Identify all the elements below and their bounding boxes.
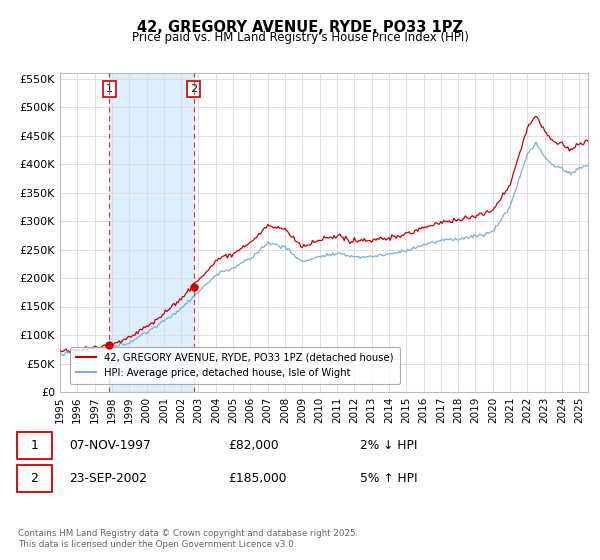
Text: Contains HM Land Registry data © Crown copyright and database right 2025.
This d: Contains HM Land Registry data © Crown c… [18,529,358,549]
Text: 2% ↓ HPI: 2% ↓ HPI [360,438,418,452]
Text: 5% ↑ HPI: 5% ↑ HPI [360,472,418,486]
Text: £185,000: £185,000 [228,472,287,486]
Legend: 42, GREGORY AVENUE, RYDE, PO33 1PZ (detached house), HPI: Average price, detache: 42, GREGORY AVENUE, RYDE, PO33 1PZ (deta… [70,347,400,384]
Text: 1: 1 [30,438,38,452]
Text: 07-NOV-1997: 07-NOV-1997 [69,438,151,452]
Text: 2: 2 [190,84,197,94]
Text: 1: 1 [106,84,113,94]
Bar [109,73,194,392]
Text: 42, GREGORY AVENUE, RYDE, PO33 1PZ: 42, GREGORY AVENUE, RYDE, PO33 1PZ [137,20,463,35]
Text: 2: 2 [30,472,38,486]
Text: Price paid vs. HM Land Registry's House Price Index (HPI): Price paid vs. HM Land Registry's House … [131,31,469,44]
Text: £82,000: £82,000 [228,438,278,452]
Text: 23-SEP-2002: 23-SEP-2002 [69,472,147,486]
